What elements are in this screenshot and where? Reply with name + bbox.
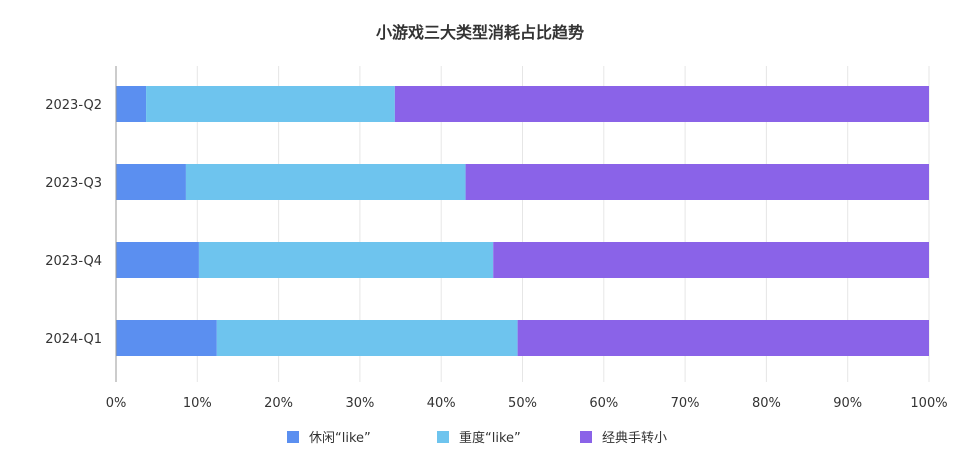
- x-tick-label: 40%: [427, 396, 456, 411]
- y-tick-label: 2023-Q3: [45, 176, 102, 191]
- legend-label: 重度“like”: [459, 430, 521, 446]
- bar-segment: [116, 164, 186, 200]
- chart-title: 小游戏三大类型消耗占比趋势: [376, 23, 584, 42]
- bars: [116, 86, 929, 356]
- x-tick-label: 50%: [508, 396, 537, 411]
- x-tick-label: 0%: [106, 396, 127, 411]
- y-axis-labels: 2023-Q2 2023-Q3 2023-Q4 2024-Q1: [45, 98, 102, 347]
- legend-label: 休闲“like”: [309, 431, 371, 446]
- y-tick-label: 2023-Q2: [45, 98, 102, 113]
- bar-segment: [517, 320, 929, 356]
- bar-segment: [116, 242, 199, 278]
- x-axis-labels: 0% 10% 20% 30% 40% 50% 60% 70% 80% 90% 100%: [106, 396, 948, 411]
- x-tick-label: 30%: [345, 396, 374, 411]
- bar-segment: [146, 86, 395, 122]
- x-tick-label: 20%: [264, 396, 293, 411]
- y-tick-label: 2024-Q1: [45, 332, 102, 347]
- bar-segment: [493, 242, 929, 278]
- bar-segment: [465, 164, 929, 200]
- x-tick-label: 80%: [752, 396, 781, 411]
- legend: 休闲“like” 重度“like” 经典手转小: [287, 430, 667, 446]
- legend-label: 经典手转小: [602, 431, 667, 446]
- x-tick-label: 100%: [910, 396, 947, 411]
- bar-segment: [394, 86, 929, 122]
- bar-segment: [116, 86, 147, 122]
- bar-segment: [116, 320, 217, 356]
- legend-swatch: [287, 431, 299, 443]
- x-tick-label: 90%: [833, 396, 862, 411]
- x-tick-label: 60%: [589, 396, 618, 411]
- bar-segment: [198, 242, 494, 278]
- bar-segment: [216, 320, 518, 356]
- y-tick-label: 2023-Q4: [45, 254, 102, 269]
- bar-segment: [185, 164, 466, 200]
- legend-swatch: [437, 431, 449, 443]
- x-tick-label: 10%: [183, 396, 212, 411]
- x-tick-label: 70%: [671, 396, 700, 411]
- legend-swatch: [580, 431, 592, 443]
